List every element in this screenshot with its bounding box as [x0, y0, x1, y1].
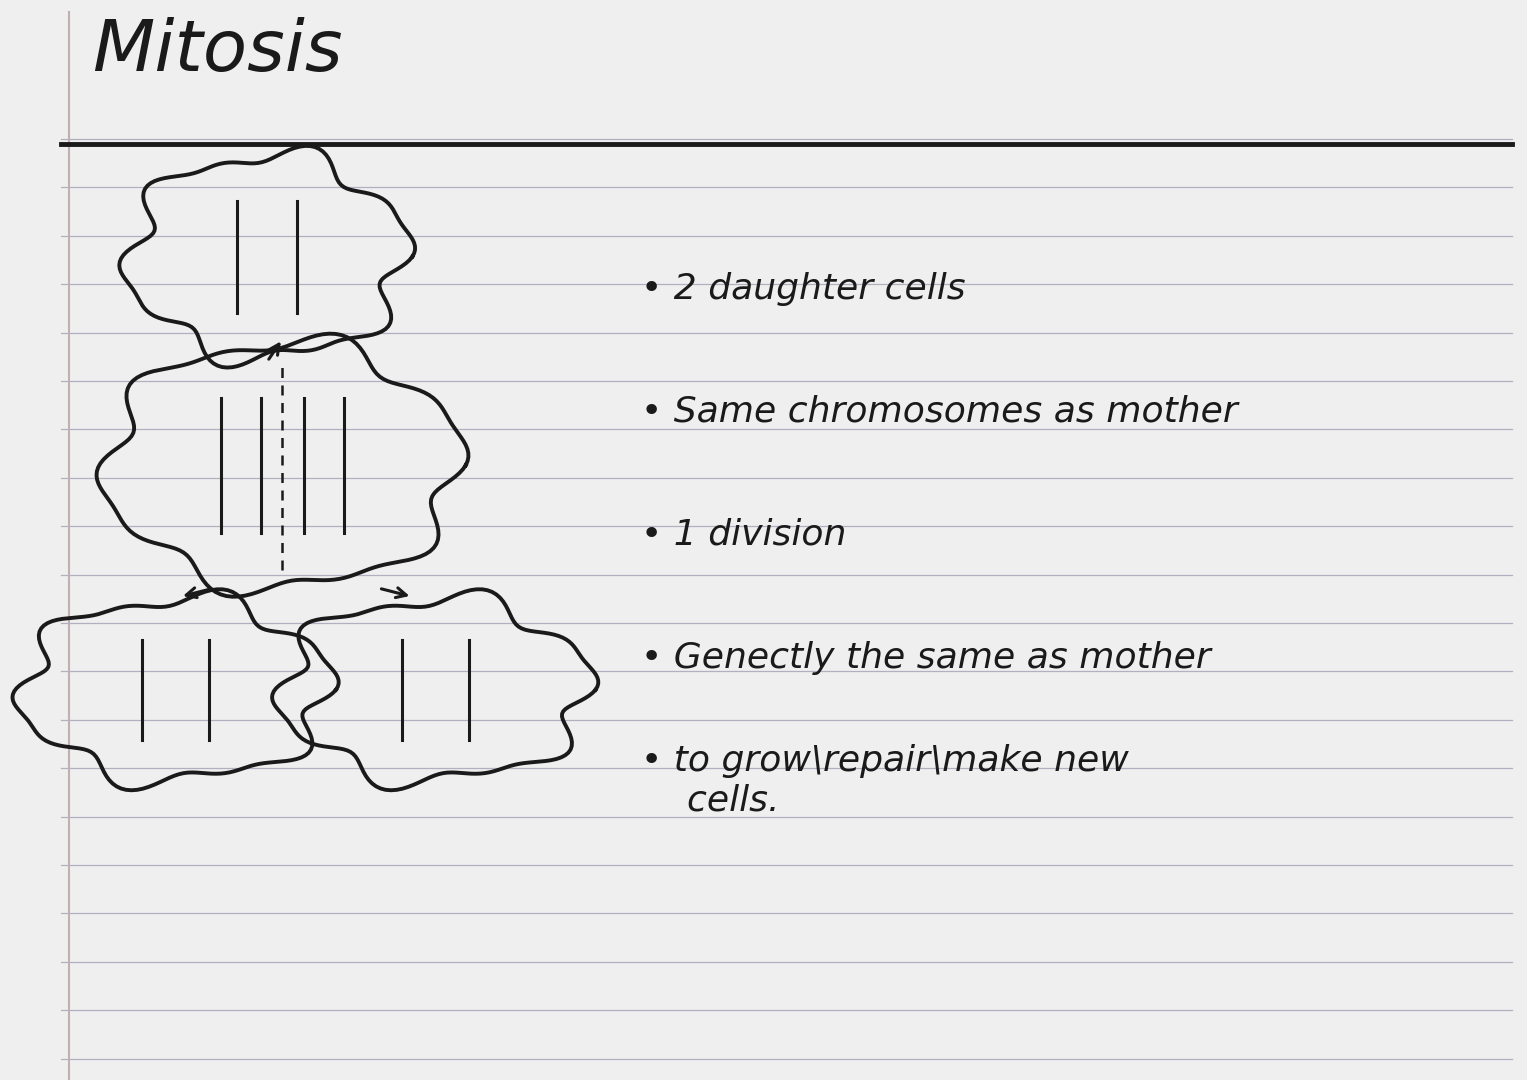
Text: • 2 daughter cells: • 2 daughter cells [641, 272, 967, 306]
Text: • Genectly the same as mother: • Genectly the same as mother [641, 640, 1211, 675]
Text: • 1 division: • 1 division [641, 517, 846, 552]
Text: Mitosis: Mitosis [92, 16, 342, 85]
Text: • to grow\repair\make new
    cells.: • to grow\repair\make new cells. [641, 744, 1128, 818]
Text: • Same chromosomes as mother: • Same chromosomes as mother [641, 395, 1238, 429]
